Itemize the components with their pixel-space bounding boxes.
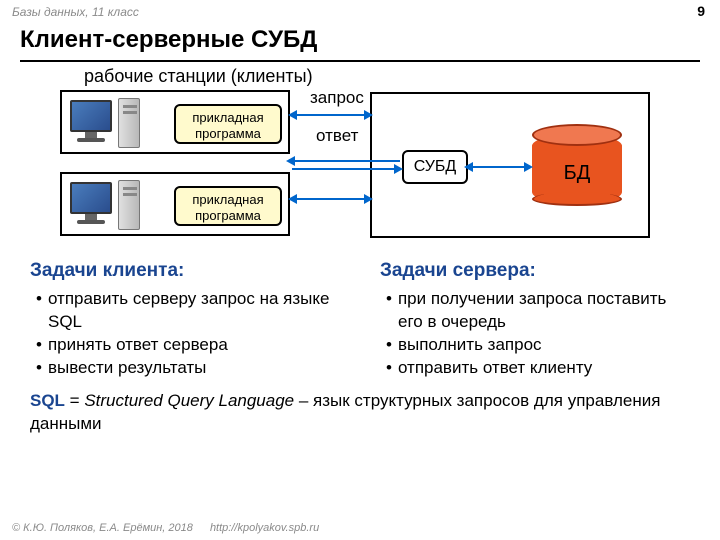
server-tasks-title: Задачи сервера: bbox=[380, 260, 690, 282]
clients-label: рабочие станции (клиенты) bbox=[84, 66, 313, 87]
client-tasks-list: отправить серверу запрос на языке SQL пр… bbox=[30, 288, 340, 380]
arrow-left-icon bbox=[464, 162, 473, 172]
request-label: запрос bbox=[310, 88, 364, 108]
pc-tower-icon bbox=[118, 180, 140, 230]
arrow-left-icon bbox=[286, 156, 295, 166]
monitor-icon bbox=[70, 100, 112, 142]
server-tasks-list: при получении запроса поставить его в оч… bbox=[380, 288, 690, 380]
sql-acronym: SQL bbox=[30, 391, 65, 410]
list-item: при получении запроса поставить его в оч… bbox=[392, 288, 690, 334]
arrow-line bbox=[292, 160, 400, 162]
page-title: Клиент-серверные СУБД bbox=[0, 22, 720, 60]
list-item: выполнить запрос bbox=[392, 334, 690, 357]
arrow-line bbox=[468, 166, 530, 168]
dbms-box: СУБД bbox=[402, 150, 468, 184]
client-tasks: Задачи клиента: отправить серверу запрос… bbox=[30, 260, 340, 380]
server-tasks: Задачи сервера: при получении запроса по… bbox=[380, 260, 690, 380]
list-item: отправить ответ клиенту bbox=[392, 357, 690, 380]
sql-eq: = bbox=[65, 391, 84, 410]
sql-expansion: Structured Query Language bbox=[84, 391, 294, 410]
list-item: вывести результаты bbox=[42, 357, 340, 380]
database-icon: БД bbox=[532, 124, 622, 204]
tasks-section: Задачи клиента: отправить серверу запрос… bbox=[0, 248, 720, 380]
footer-url[interactable]: http://kpolyakov.spb.ru bbox=[210, 522, 319, 534]
sql-definition: SQL = Structured Query Language – язык с… bbox=[0, 380, 720, 436]
arrow-left-icon bbox=[288, 194, 297, 204]
db-label: БД bbox=[532, 162, 622, 185]
client-workstation-2: прикладная программа bbox=[60, 172, 290, 236]
arrow-left-icon bbox=[288, 110, 297, 120]
monitor-icon bbox=[70, 182, 112, 224]
architecture-diagram: рабочие станции (клиенты) сервер приклад… bbox=[0, 68, 700, 248]
arrow-line bbox=[292, 198, 370, 200]
pc-tower-icon bbox=[118, 98, 140, 148]
course-label: Базы данных, 11 класс bbox=[12, 5, 139, 19]
list-item: принять ответ сервера bbox=[42, 334, 340, 357]
page-number: 9 bbox=[697, 3, 705, 19]
slide-header: Базы данных, 11 класс 9 bbox=[0, 0, 720, 22]
list-item: отправить серверу запрос на языке SQL bbox=[42, 288, 340, 334]
copyright: © К.Ю. Поляков, Е.А. Ерёмин, 2018 bbox=[12, 522, 193, 534]
title-underline bbox=[20, 60, 700, 62]
client-workstation-1: прикладная программа bbox=[60, 90, 290, 154]
arrow-right-icon bbox=[364, 194, 373, 204]
server-container: СУБД БД bbox=[370, 92, 650, 238]
arrow-right-icon bbox=[364, 110, 373, 120]
application-box-1: прикладная программа bbox=[174, 104, 282, 144]
arrow-line bbox=[292, 168, 400, 170]
response-label: ответ bbox=[316, 126, 358, 146]
client-tasks-title: Задачи клиента: bbox=[30, 260, 340, 282]
arrow-line bbox=[292, 114, 370, 116]
application-box-2: прикладная программа bbox=[174, 186, 282, 226]
arrow-right-icon bbox=[394, 164, 403, 174]
slide-footer: © К.Ю. Поляков, Е.А. Ерёмин, 2018 http:/… bbox=[12, 522, 319, 534]
